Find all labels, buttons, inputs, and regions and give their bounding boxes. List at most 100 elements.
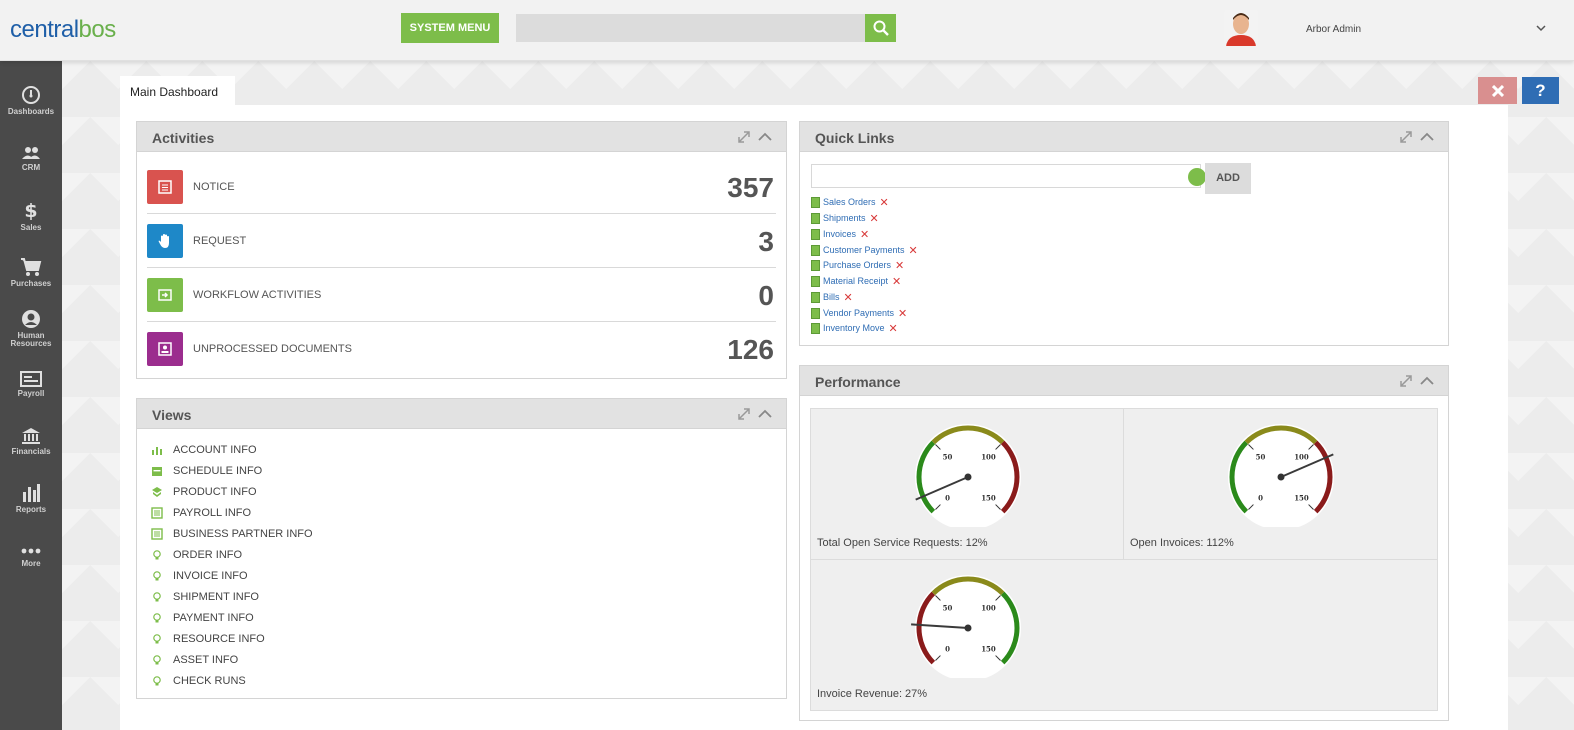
sidebar-item-human-resources[interactable]: Human Resources (0, 309, 62, 348)
view-order-info[interactable]: ORDER INFO (151, 547, 242, 563)
view-payroll-info[interactable]: PAYROLL INFO (151, 505, 251, 521)
quick-link-label[interactable]: Sales Orders (823, 197, 876, 207)
chevron-down-icon[interactable] (1535, 22, 1547, 34)
hand-icon (147, 224, 183, 258)
remove-icon[interactable]: ✕ (860, 228, 870, 241)
sidebar-item-payroll[interactable]: Payroll (0, 371, 62, 398)
gauge-tick (1308, 504, 1314, 510)
expand-icon[interactable] (737, 407, 751, 421)
sidebar-item-reports[interactable]: Reports (0, 483, 62, 514)
activity-row-request[interactable]: REQUEST 3 (147, 214, 776, 268)
quick-link-item[interactable]: Vendor Payments ✕ (811, 306, 907, 320)
expand-icon[interactable] (1399, 374, 1413, 388)
quick-link-item[interactable]: Sales Orders ✕ (811, 195, 889, 209)
collapse-icon[interactable] (758, 130, 772, 144)
quick-link-label[interactable]: Material Receipt (823, 276, 889, 286)
remove-icon[interactable]: ✕ (895, 259, 905, 272)
system-menu-button[interactable]: SYSTEM MENU (401, 13, 499, 43)
cart-icon (21, 258, 42, 276)
sidebar-item-more[interactable]: More (0, 545, 62, 568)
quick-link-item[interactable]: Invoices ✕ (811, 227, 869, 241)
quick-link-item[interactable]: Purchase Orders ✕ (811, 258, 904, 272)
remove-icon[interactable]: ✕ (843, 291, 853, 304)
quick-link-label[interactable]: Invoices (823, 229, 857, 239)
add-quick-link-button[interactable]: ADD (1205, 163, 1251, 194)
quick-link-input[interactable] (811, 164, 1206, 188)
activity-count[interactable]: 0 (758, 280, 774, 311)
collapse-icon[interactable] (758, 407, 772, 421)
sidebar-item-financials[interactable]: Financials (0, 427, 62, 456)
gauge-card[interactable]: 0 50 100 150 Open Invoices: 112% (1124, 408, 1438, 560)
app-logo[interactable]: centralbos (10, 16, 116, 44)
gauge-card[interactable]: 0 50 100 150 Total Open Service Requests: 1… (810, 408, 1124, 560)
product-icon (152, 487, 162, 497)
remove-icon[interactable]: ✕ (869, 212, 879, 225)
collapse-icon[interactable] (1420, 130, 1434, 144)
activity-count[interactable]: 126 (727, 334, 774, 365)
sidebar-item-sales[interactable]: $ Sales (0, 199, 62, 232)
search-input[interactable] (516, 14, 865, 42)
quick-link-label[interactable]: Customer Payments (823, 245, 905, 255)
gauge-hub (964, 624, 972, 632)
remove-icon[interactable]: ✕ (898, 307, 908, 320)
gauge-tick-label: 100 (1294, 453, 1309, 462)
view-payment-info[interactable]: PAYMENT INFO (151, 610, 254, 626)
logo-text-bos: bos (78, 16, 117, 43)
activity-row-unprocessed[interactable]: UNPROCESSED DOCUMENTS 126 (147, 322, 776, 376)
view-product-info[interactable]: PRODUCT INFO (151, 484, 257, 500)
sidebar-item-crm[interactable]: CRM (0, 145, 62, 172)
quick-link-label[interactable]: Vendor Payments (823, 308, 895, 318)
help-button[interactable]: ? (1522, 77, 1559, 104)
view-asset-info[interactable]: ASSET INFO (151, 652, 238, 668)
expand-icon[interactable] (737, 130, 751, 144)
sidebar-item-dashboards[interactable]: Dashboards (0, 85, 62, 116)
view-resource-info[interactable]: RESOURCE INFO (151, 631, 265, 647)
view-check-runs[interactable]: CHECK RUNS (151, 673, 246, 689)
activity-row-workflow[interactable]: WORKFLOW ACTIVITIES 0 (147, 268, 776, 322)
quick-link-item[interactable]: Material Receipt ✕ (811, 274, 901, 288)
expand-icon[interactable] (1399, 130, 1413, 144)
view-shipment-info[interactable]: SHIPMENT INFO (151, 589, 259, 605)
gauge-needle (1280, 453, 1334, 478)
collapse-icon[interactable] (1420, 374, 1434, 388)
activity-count[interactable]: 3 (758, 226, 774, 257)
gauge-band (1000, 591, 1020, 665)
sidebar-item-purchases[interactable]: Purchases (0, 257, 62, 288)
quick-link-label[interactable]: Bills (823, 292, 840, 302)
quick-link-label[interactable]: Purchase Orders (823, 260, 892, 270)
sidebar-item-label: Dashboards (7, 107, 55, 116)
search-button[interactable] (865, 14, 896, 42)
close-button[interactable] (1478, 77, 1517, 104)
sidebar: Dashboards CRM $ Sales Purchases Human R… (0, 61, 62, 730)
user-name[interactable]: Arbor Admin (1306, 24, 1362, 35)
remove-icon[interactable]: ✕ (892, 275, 902, 288)
view-label: CHECK RUNS (173, 675, 246, 687)
quick-link-item[interactable]: Shipments ✕ (811, 211, 879, 225)
view-account-info[interactable]: ACCOUNT INFO (151, 442, 257, 458)
list-icon[interactable] (1188, 168, 1206, 186)
quick-link-item[interactable]: Customer Payments ✕ (811, 243, 918, 257)
gauge-band (1313, 440, 1333, 514)
activity-count[interactable]: 357 (727, 172, 774, 203)
remove-icon[interactable]: ✕ (908, 244, 918, 257)
avatar[interactable] (1224, 10, 1258, 46)
tab-main-dashboard[interactable]: Main Dashboard (120, 76, 235, 106)
remove-icon[interactable]: ✕ (888, 322, 898, 335)
quick-link-item[interactable]: Inventory Move ✕ (811, 321, 898, 335)
view-schedule-info[interactable]: SCHEDULE INFO (151, 463, 262, 479)
lightbulb-icon (153, 592, 161, 602)
gauge-card[interactable]: 0 50 100 150 Invoice Revenue: 27% (810, 559, 1438, 711)
top-header: centralbos SYSTEM MENU Arbor Admin (0, 0, 1574, 61)
gauge-tick (995, 504, 1001, 510)
quick-link-label[interactable]: Shipments (823, 213, 866, 223)
performance-panel: Performance 0 50 100 150 Total Open Service… (799, 365, 1449, 721)
remove-icon[interactable]: ✕ (879, 196, 889, 209)
view-invoice-info[interactable]: INVOICE INFO (151, 568, 248, 584)
quick-link-label[interactable]: Inventory Move (823, 323, 885, 333)
quick-link-item[interactable]: Bills ✕ (811, 290, 853, 304)
panel-header: Views (137, 399, 786, 429)
gauge-label: Open Invoices: 112% (1130, 537, 1234, 549)
view-business-partner-info[interactable]: BUSINESS PARTNER INFO (151, 526, 313, 542)
document-icon (811, 322, 820, 334)
activity-row-notice[interactable]: NOTICE 357 (147, 160, 776, 214)
